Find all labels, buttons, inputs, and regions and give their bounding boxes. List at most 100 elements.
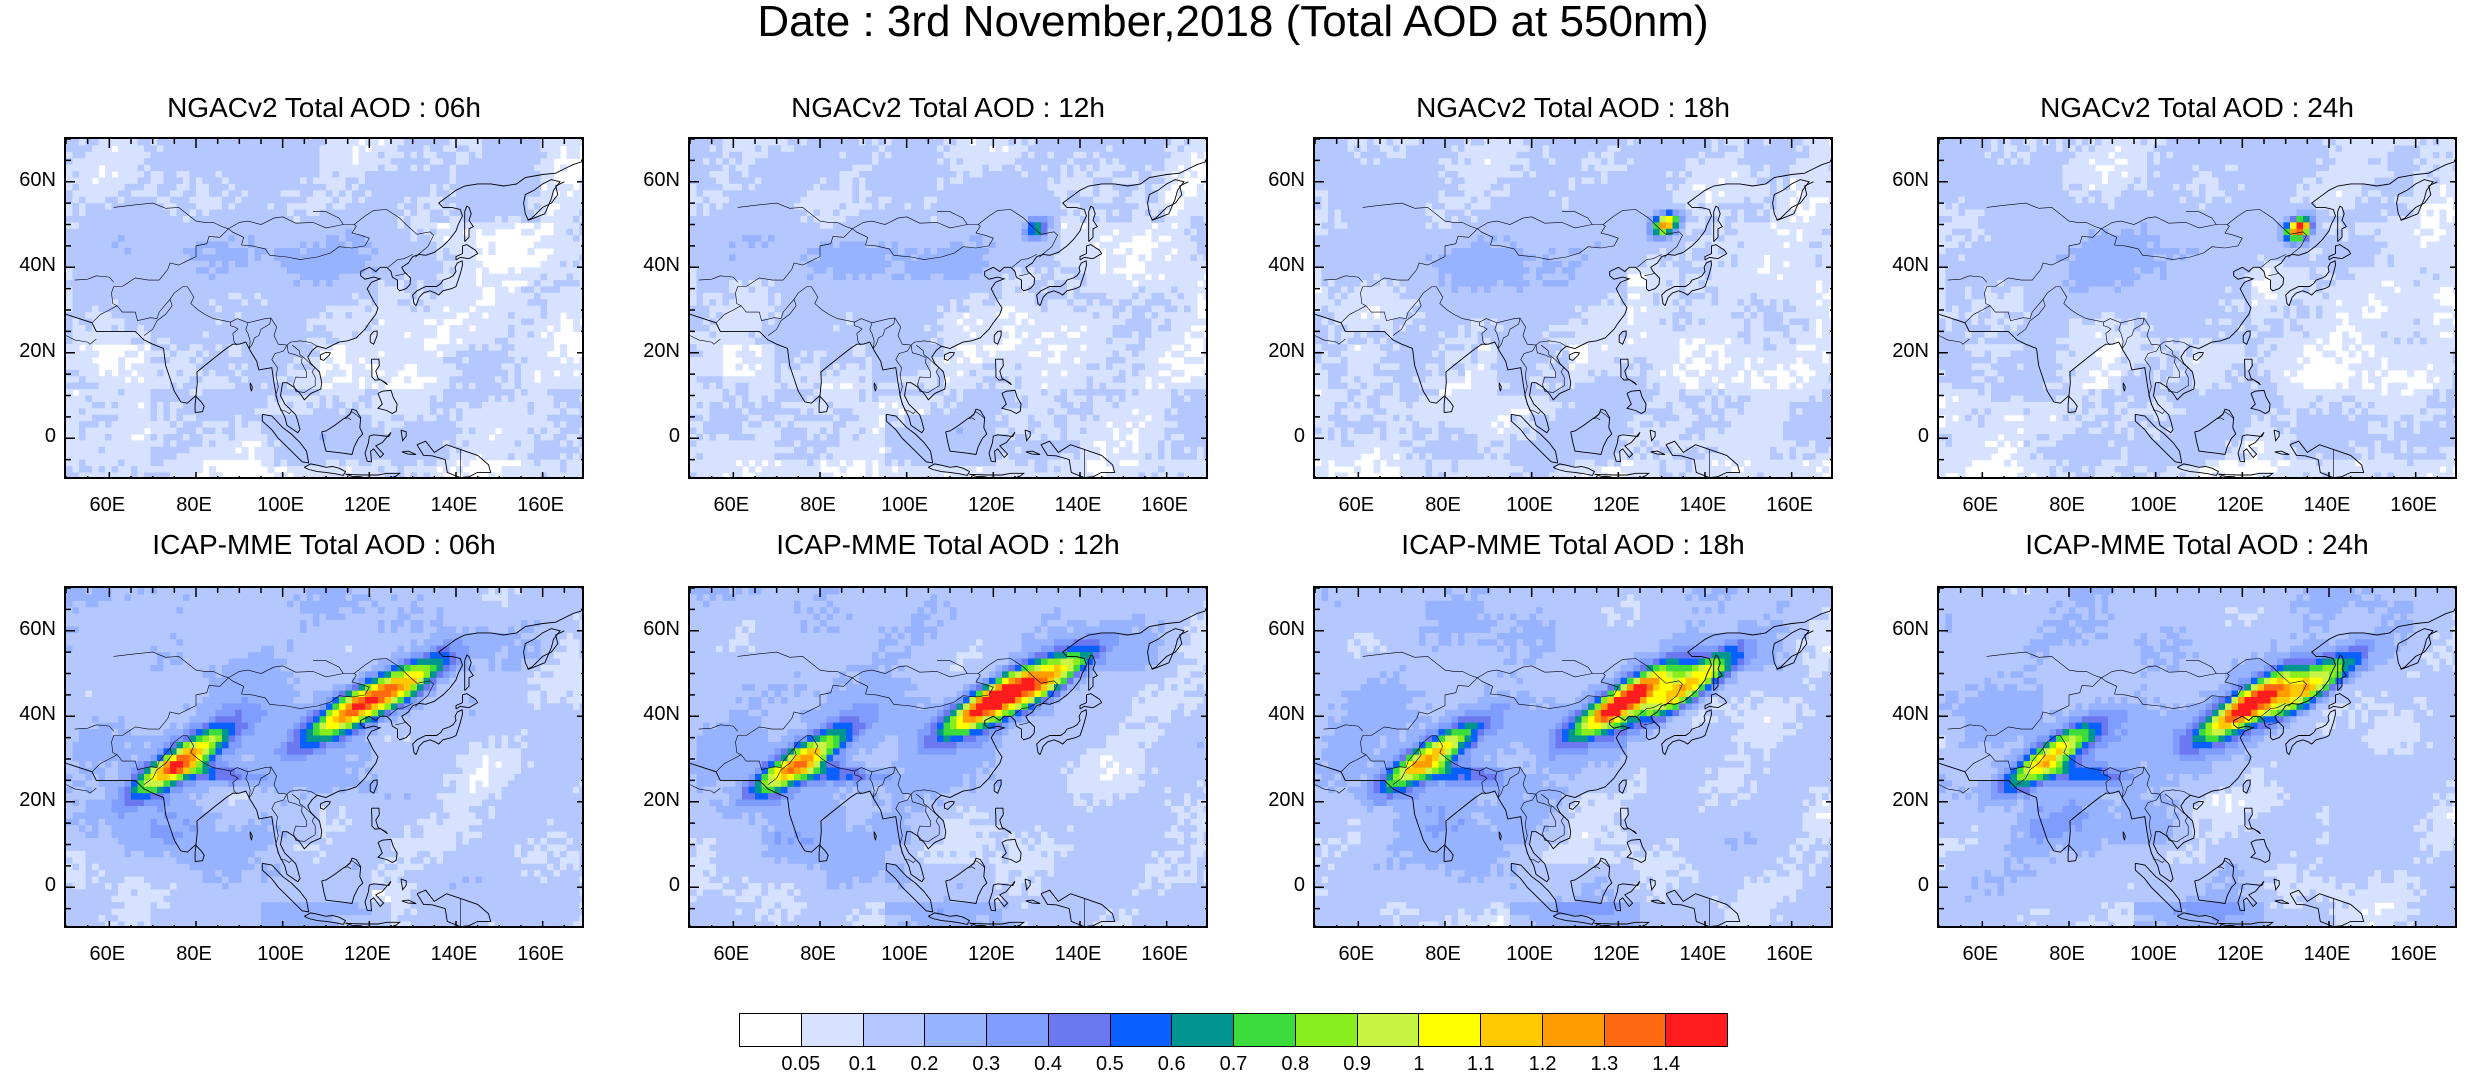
aod-cell [567,274,574,281]
aod-cell [300,152,307,159]
aod-cell [203,415,210,422]
aod-cell [307,312,314,319]
aod-cell [534,440,541,447]
aod-cell [92,383,99,390]
aod-cell [560,370,567,377]
aod-cell [430,428,437,435]
aod-cell [326,254,333,261]
aod-cell [151,383,158,390]
aod-cell [99,210,106,217]
aod-cell [157,389,164,396]
aod-cell [177,421,184,428]
aod-cell [547,421,554,428]
aod-cell [365,338,372,345]
aod-cell [274,415,281,422]
aod-cell [723,203,730,210]
aod-cell [229,440,236,447]
aod-cell [528,184,535,191]
aod-cell [118,453,125,460]
aod-cell [898,203,905,210]
aod-cell [216,242,223,249]
aod-cell [742,190,749,197]
aod-cell [905,197,912,204]
aod-cell [1132,203,1139,210]
aod-cell [495,396,502,403]
aod-cell [66,158,73,165]
aod-cell [469,190,476,197]
aod-cell [86,344,93,351]
aod-cell [99,197,106,204]
aod-cell [274,254,281,261]
aod-cell [437,254,444,261]
aod-cell [385,460,392,467]
aod-cell [385,306,392,313]
aod-cell [79,370,86,377]
aod-cell [112,165,119,172]
aod-cell [352,466,359,473]
aod-cell [1074,177,1081,184]
aod-cell [138,267,145,274]
aod-grid-cells [690,139,1208,479]
aod-cell [352,312,359,319]
aod-cell [105,171,112,178]
aod-cell [547,145,554,152]
aod-cell [872,152,879,159]
aod-cell [853,152,860,159]
aod-cell [339,229,346,236]
aod-cell [183,184,190,191]
aod-cell [515,184,522,191]
aod-cell [1132,145,1139,152]
aod-cell [138,428,145,435]
aod-cell [261,293,268,300]
aod-cell [703,203,710,210]
aod-cell [235,357,242,364]
aod-cell [216,222,223,229]
aod-cell [138,472,145,479]
aod-cell [346,248,353,255]
aod-cell [346,460,353,467]
aod-cell [372,357,379,364]
aod-cell [385,235,392,242]
aod-cell [190,190,197,197]
aod-cell [300,235,307,242]
aod-cell [489,171,496,178]
aod-cell [118,152,125,159]
aod-cell [775,171,782,178]
aod-cell [151,190,158,197]
aod-cell [86,229,93,236]
aod-cell [437,145,444,152]
aod-cell [242,396,249,403]
aod-cell [203,197,210,204]
aod-cell [703,210,710,217]
aod-cell [489,197,496,204]
aod-cell [762,152,769,159]
aod-cell [73,421,80,428]
aod-cell [463,370,470,377]
aod-cell [157,376,164,383]
aod-cell [398,203,405,210]
aod-cell [73,184,80,191]
aod-cell [404,229,411,236]
aod-cell [1061,145,1068,152]
aod-cell [164,203,171,210]
aod-cell [203,286,210,293]
aod-cell [1028,197,1035,204]
aod-cell [547,472,554,479]
aod-cell [320,338,327,345]
aod-cell [495,357,502,364]
aod-cell [261,235,268,242]
aod-cell [1074,203,1081,210]
aod-cell [430,434,437,441]
aod-cell [508,139,515,146]
aod-cell [495,210,502,217]
aod-cell [437,440,444,447]
aod-cell [528,383,535,390]
aod-cell [404,351,411,358]
aod-cell [170,408,177,415]
aod-cell [144,357,151,364]
aod-cell [99,280,106,287]
aod-cell [781,190,788,197]
aod-cell [164,408,171,415]
aod-cell [430,158,437,165]
aod-cell [560,286,567,293]
